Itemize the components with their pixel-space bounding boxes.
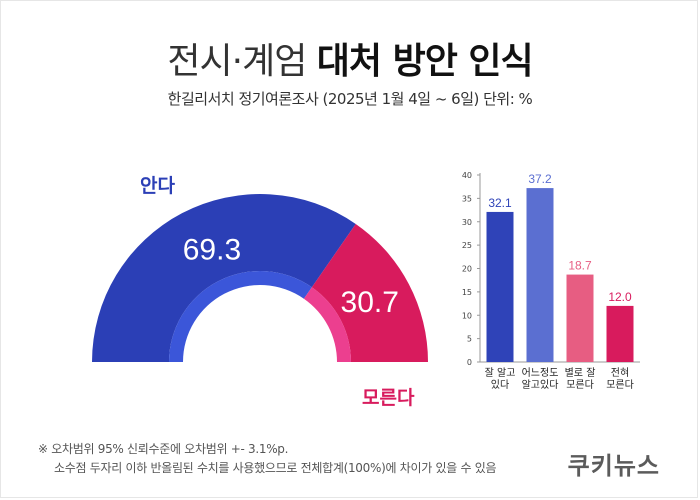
title-light: 전시·계엄: [167, 41, 307, 82]
y-tick-label: 15: [462, 288, 472, 297]
bar-value-label: 37.2: [528, 172, 552, 186]
bar: [526, 188, 554, 362]
donut-inner-ring-know: [169, 271, 312, 362]
footnote-line-1: ※ 오차범위 95% 신뢰수준에 오차범위 +- 3.1%p.: [38, 442, 289, 456]
donut-inner-ring-dontknow: [303, 287, 351, 362]
x-tick-label: 있다: [491, 379, 509, 391]
page-title: 전시·계엄 대처 방안 인식: [0, 32, 700, 84]
y-tick-label: 30: [462, 218, 472, 227]
y-tick-label: 40: [462, 171, 472, 180]
x-tick-label: 잘 알고: [485, 367, 516, 379]
y-tick-label: 25: [462, 241, 472, 250]
donut-label-know: 안다: [140, 175, 175, 197]
x-tick-label: 전혀: [611, 367, 629, 379]
brand-logo: 쿠키뉴스: [567, 452, 660, 480]
bar: [566, 274, 594, 362]
x-tick-label: 모른다: [606, 379, 634, 391]
title-bold: 대처 방안 인식: [316, 41, 534, 82]
footnote: ※ 오차범위 95% 신뢰수준에 오차범위 +- 3.1%p. 소수점 두자리 …: [38, 440, 496, 478]
donut-slice-dontknow: [311, 223, 428, 362]
x-tick-label: 별로 잘: [565, 367, 596, 379]
x-tick-label: 알고있다: [522, 379, 559, 391]
donut-slice-know: [92, 194, 356, 362]
y-tick-label: 0: [467, 358, 472, 367]
donut-label-dontknow: 모른다: [362, 387, 415, 409]
y-tick-label: 20: [462, 265, 472, 274]
bar-value-label: 18.7: [568, 259, 592, 273]
x-tick-label: 어느정도: [522, 367, 559, 379]
donut-value-know: 69.3: [183, 233, 241, 266]
bar: [486, 211, 514, 362]
bar-value-label: 32.1: [488, 196, 512, 210]
donut-value-dontknow: 30.7: [341, 286, 399, 319]
y-tick-label: 35: [462, 194, 472, 203]
page-subtitle: 한길리서치 정기여론조사 (2025년 1월 4일 ~ 6일) 단위: %: [167, 90, 533, 108]
bar: [606, 305, 634, 362]
footnote-line-2: 소수점 두자리 이하 반올림된 수치를 사용했으므로 전체합계(100%)에 차…: [54, 461, 497, 475]
y-tick-label: 10: [462, 311, 472, 320]
y-tick-label: 5: [467, 335, 472, 344]
x-tick-label: 모른다: [566, 379, 594, 391]
bar-value-label: 12.0: [608, 290, 632, 304]
